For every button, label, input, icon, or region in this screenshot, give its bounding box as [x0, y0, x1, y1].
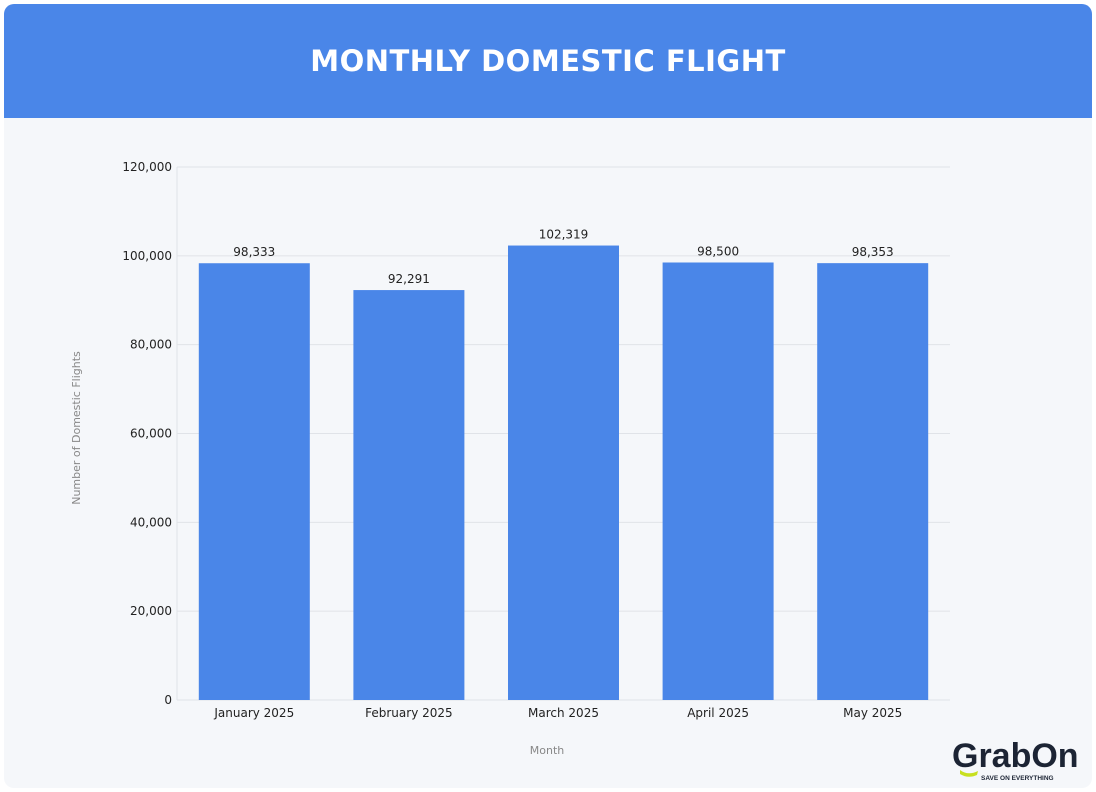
- chart-title: MONTHLY DOMESTIC FLIGHT: [310, 44, 786, 78]
- data-label: 98,353: [852, 245, 894, 259]
- y-tick-label: 100,000: [122, 249, 172, 263]
- x-tick-label: May 2025: [843, 706, 902, 720]
- data-label: 98,500: [697, 244, 739, 258]
- svg-text:GrabOn: GrabOn: [952, 737, 1079, 775]
- y-tick-label: 120,000: [122, 160, 172, 174]
- y-axis-label: Number of Domestic Flights: [70, 351, 83, 505]
- chart-header: MONTHLY DOMESTIC FLIGHT: [4, 4, 1092, 118]
- grabon-logo: GrabOn SAVE ON EVERYTHING: [952, 737, 1079, 782]
- y-tick-label: 40,000: [130, 515, 172, 529]
- bar: [508, 245, 619, 700]
- bar: [198, 263, 310, 700]
- x-tick-label: January 2025: [213, 706, 294, 720]
- y-tick-label: 60,000: [130, 427, 172, 441]
- y-tick-label: 20,000: [130, 604, 172, 618]
- y-tick-label: 0: [164, 693, 172, 707]
- data-label: 92,291: [388, 272, 430, 286]
- x-tick-label: April 2025: [687, 706, 749, 720]
- svg-text:SAVE ON EVERYTHING: SAVE ON EVERYTHING: [981, 775, 1054, 782]
- data-label: 98,333: [233, 245, 275, 259]
- bar: [817, 263, 929, 700]
- x-tick-label: March 2025: [528, 706, 599, 720]
- bar: [353, 290, 465, 700]
- x-axis-label: Month: [530, 744, 565, 757]
- y-tick-label: 80,000: [130, 338, 172, 352]
- x-tick-label: February 2025: [365, 706, 453, 720]
- data-label: 102,319: [539, 228, 589, 242]
- bar: [662, 262, 774, 700]
